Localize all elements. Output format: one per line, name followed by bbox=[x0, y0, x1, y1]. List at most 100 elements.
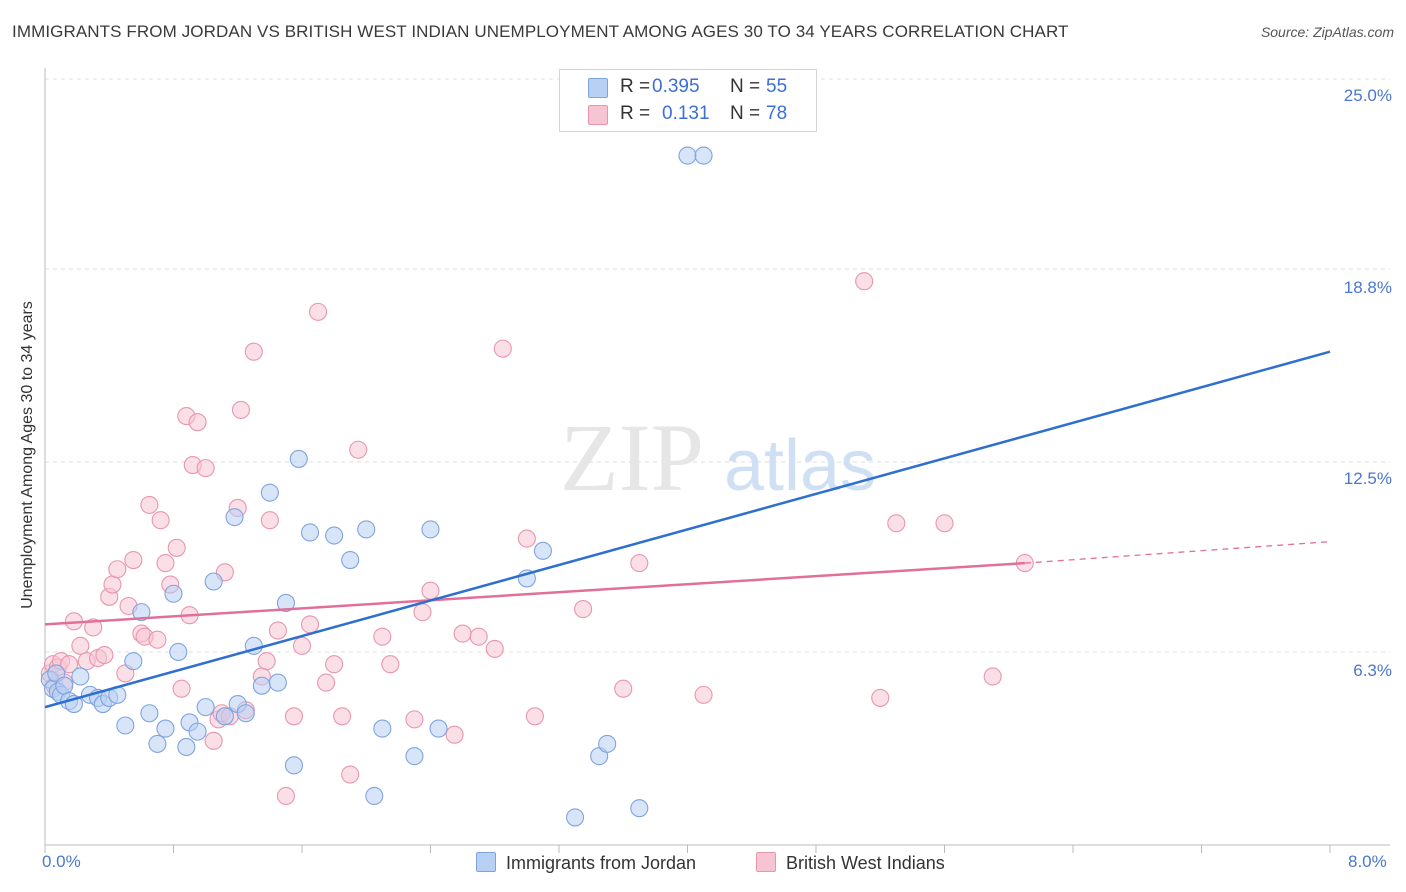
data-point-jordan bbox=[188, 722, 207, 741]
watermark-zip: ZIP bbox=[560, 404, 704, 511]
r-label: R = bbox=[620, 76, 651, 97]
data-point-jordan bbox=[678, 146, 697, 165]
n-label: N = bbox=[730, 103, 761, 124]
data-point-jordan bbox=[598, 734, 617, 753]
data-point-jordan bbox=[325, 526, 344, 545]
data-point-jordan bbox=[429, 719, 448, 738]
gridlines bbox=[45, 78, 1390, 653]
axes bbox=[44, 68, 1390, 853]
data-point-bwi bbox=[156, 554, 175, 573]
data-point-bwi bbox=[405, 710, 424, 729]
data-point-bwi bbox=[317, 673, 336, 692]
data-point-jordan bbox=[357, 520, 376, 539]
data-point-bwi bbox=[453, 624, 472, 643]
data-point-jordan bbox=[225, 508, 244, 527]
data-point-bwi bbox=[469, 627, 488, 646]
data-point-bwi bbox=[60, 655, 79, 674]
data-point-bwi bbox=[95, 645, 114, 665]
data-point-jordan bbox=[204, 572, 223, 591]
legend-swatch bbox=[476, 852, 496, 872]
data-point-jordan bbox=[300, 523, 320, 542]
legend-swatch bbox=[588, 105, 608, 125]
data-point-bwi bbox=[630, 554, 649, 573]
data-point-bwi bbox=[349, 440, 368, 459]
legend-label: Immigrants from Jordan bbox=[506, 853, 697, 873]
legend-label: British West Indians bbox=[786, 853, 945, 873]
data-point-jordan bbox=[169, 642, 188, 662]
data-point-jordan bbox=[124, 652, 143, 671]
data-point-bwi bbox=[231, 400, 251, 419]
data-point-jordan bbox=[405, 747, 424, 766]
chart-title: IMMIGRANTS FROM JORDAN VS BRITISH WEST I… bbox=[12, 22, 1069, 41]
watermark-atlas: atlas bbox=[724, 426, 876, 506]
data-point-bwi bbox=[694, 685, 713, 704]
data-point-bwi bbox=[300, 615, 320, 634]
data-point-bwi bbox=[341, 765, 360, 784]
data-point-bwi bbox=[525, 707, 544, 726]
data-point-jordan bbox=[148, 734, 167, 753]
watermark: ZIP atlas bbox=[560, 404, 876, 511]
data-point-jordan bbox=[177, 737, 196, 757]
series-immigrants-from-jordan bbox=[40, 146, 713, 827]
data-point-jordan bbox=[694, 146, 713, 165]
data-point-bwi bbox=[493, 339, 512, 358]
data-point-jordan bbox=[365, 786, 384, 806]
data-point-bwi bbox=[292, 636, 312, 655]
data-point-bwi bbox=[325, 655, 344, 674]
trend-line-bwi-extension bbox=[1024, 541, 1331, 564]
data-point-bwi bbox=[84, 618, 103, 637]
data-point-bwi bbox=[151, 511, 170, 530]
data-point-bwi bbox=[333, 707, 352, 726]
y-tick-label: 25.0% bbox=[1343, 86, 1392, 105]
data-point-jordan bbox=[252, 676, 271, 695]
x-tick-label: 0.0% bbox=[42, 852, 81, 871]
data-point-bwi bbox=[108, 560, 127, 579]
y-tick-label: 12.5% bbox=[1343, 469, 1392, 488]
data-point-bwi bbox=[574, 600, 593, 619]
data-point-bwi bbox=[260, 511, 279, 530]
data-point-jordan bbox=[140, 704, 159, 723]
data-point-jordan bbox=[156, 719, 175, 738]
data-point-bwi bbox=[124, 550, 143, 570]
data-point-bwi bbox=[204, 731, 223, 750]
data-point-bwi bbox=[373, 627, 392, 646]
data-point-jordan bbox=[164, 584, 183, 603]
data-point-bwi bbox=[887, 514, 906, 533]
data-point-jordan bbox=[55, 676, 74, 695]
data-point-bwi bbox=[276, 786, 295, 806]
data-point-bwi bbox=[284, 707, 304, 726]
data-point-bwi bbox=[614, 679, 633, 698]
data-point-jordan bbox=[630, 799, 649, 818]
data-point-bwi bbox=[935, 514, 954, 533]
data-point-jordan bbox=[284, 756, 304, 775]
data-point-jordan bbox=[533, 541, 552, 560]
data-point-jordan bbox=[276, 593, 295, 612]
n-value: 78 bbox=[766, 103, 788, 124]
r-value: 0.395 bbox=[652, 76, 700, 97]
data-point-bwi bbox=[167, 538, 186, 557]
legend-swatch bbox=[756, 852, 776, 872]
data-point-bwi bbox=[196, 459, 215, 478]
legend-item-bwi: British West Indians bbox=[756, 852, 945, 874]
data-point-jordan bbox=[341, 550, 360, 570]
data-point-bwi bbox=[855, 272, 874, 291]
y-tick-label: 18.8% bbox=[1343, 278, 1392, 297]
correlation-legend: R = 0.395 N = 55 R = 0.131 N = 78 bbox=[559, 69, 817, 132]
data-point-bwi bbox=[188, 413, 207, 432]
source-credit: Source: ZipAtlas.com bbox=[1260, 24, 1394, 40]
data-point-jordan bbox=[132, 603, 151, 622]
trend-line-bwi bbox=[44, 561, 1025, 626]
data-point-bwi bbox=[244, 342, 263, 361]
r-value: 0.131 bbox=[662, 103, 710, 124]
legend-item-jordan: Immigrants from Jordan bbox=[476, 852, 696, 874]
data-point-bwi bbox=[445, 725, 464, 744]
data-point-jordan bbox=[289, 449, 308, 468]
data-point-jordan bbox=[215, 707, 234, 726]
r-label: R = bbox=[620, 103, 651, 124]
data-point-bwi bbox=[172, 679, 191, 698]
data-point-bwi bbox=[413, 603, 432, 622]
data-point-bwi bbox=[71, 636, 90, 655]
data-point-bwi bbox=[983, 667, 1002, 686]
trend-line-jordan bbox=[44, 350, 1331, 709]
